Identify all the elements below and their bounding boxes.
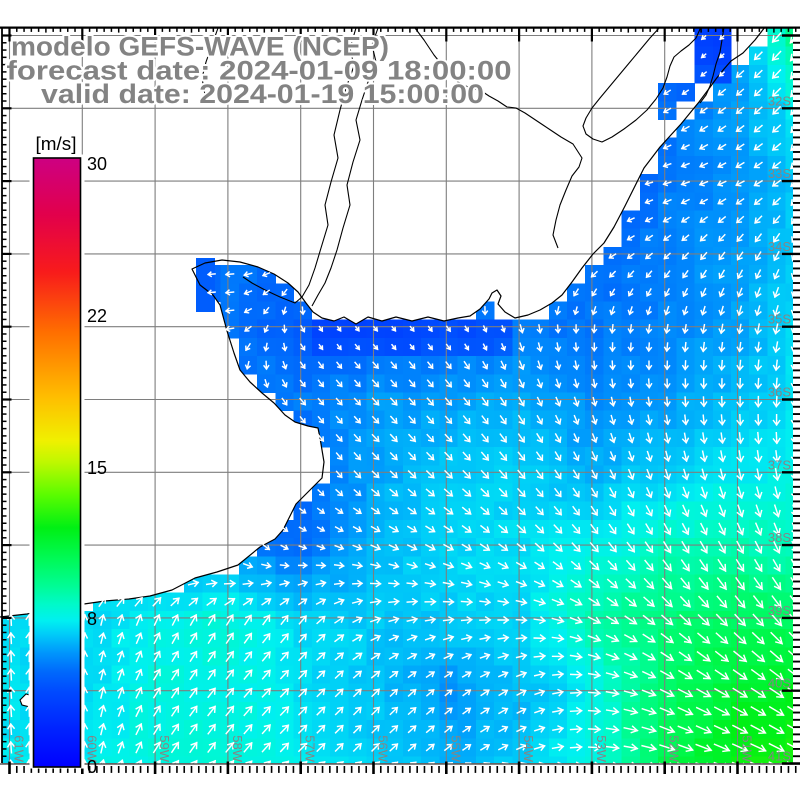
svg-text:15: 15	[87, 458, 107, 478]
svg-text:modelo GEFS-WAVE (NCEP): modelo GEFS-WAVE (NCEP)	[11, 32, 389, 62]
svg-text:56W: 56W	[376, 735, 391, 762]
svg-text:34S: 34S	[768, 239, 791, 254]
svg-text:41S: 41S	[768, 749, 791, 764]
svg-text:33S: 33S	[768, 166, 791, 181]
svg-text:22: 22	[87, 306, 107, 326]
svg-text:forecast date: 2024-01-09 18:0: forecast date: 2024-01-09 18:00:00	[7, 56, 512, 86]
svg-text:57W: 57W	[303, 735, 318, 762]
svg-text:valid date: 2024-01-19 15:00:0: valid date: 2024-01-19 15:00:00	[41, 79, 484, 109]
svg-text:38S: 38S	[768, 530, 791, 545]
svg-text:53W: 53W	[594, 735, 609, 762]
svg-text:8: 8	[87, 609, 97, 629]
svg-text:58W: 58W	[230, 735, 245, 762]
svg-text:[m/s]: [m/s]	[36, 134, 77, 154]
svg-text:61W: 61W	[12, 735, 27, 762]
svg-text:60W: 60W	[84, 735, 99, 762]
svg-text:35S: 35S	[768, 312, 791, 327]
svg-text:40S: 40S	[768, 676, 791, 691]
svg-text:37S: 37S	[768, 457, 791, 472]
svg-text:36S: 36S	[768, 385, 791, 400]
svg-text:59W: 59W	[157, 735, 172, 762]
svg-text:55W: 55W	[448, 735, 463, 762]
svg-text:0: 0	[87, 757, 97, 777]
svg-text:54W: 54W	[521, 735, 536, 762]
svg-text:30: 30	[87, 154, 107, 174]
svg-text:52W: 52W	[667, 735, 682, 762]
svg-text:39S: 39S	[768, 603, 791, 618]
svg-text:51W: 51W	[740, 735, 755, 762]
svg-text:32S: 32S	[768, 93, 791, 108]
